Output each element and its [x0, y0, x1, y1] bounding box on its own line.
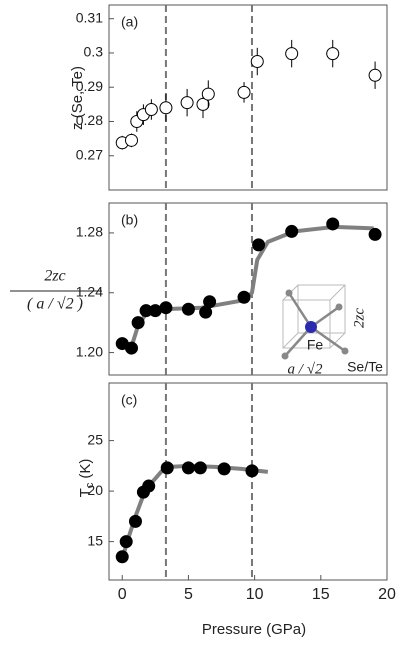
data-point	[159, 101, 173, 115]
data-point	[181, 302, 195, 316]
data-point	[250, 55, 264, 69]
data-point	[181, 461, 195, 475]
y-tick-label: 25	[87, 431, 103, 447]
data-point	[245, 464, 259, 478]
y-title-main: T	[77, 488, 94, 497]
data-point	[237, 85, 251, 99]
data-point	[125, 341, 139, 355]
inset-atoms	[281, 289, 349, 360]
data-point	[128, 514, 142, 528]
inset-height-label: 2zc	[351, 308, 367, 328]
x-tick-label: 5	[184, 586, 193, 603]
panel-label: (a)	[121, 14, 138, 30]
y-tick-label: 0.27	[76, 146, 103, 162]
data-point	[196, 97, 210, 111]
data-point	[252, 238, 266, 252]
y-tick-label: 0.3	[84, 44, 104, 60]
data-point	[142, 479, 156, 493]
data-point	[160, 461, 174, 475]
data-point	[115, 550, 129, 564]
x-axis-title: Pressure (GPa)	[202, 621, 306, 638]
y-tick-label: 0.28	[76, 112, 103, 128]
data-point	[201, 87, 215, 101]
panel-label: (b)	[121, 212, 138, 228]
y-tick-label: 0.29	[76, 78, 103, 94]
x-tick-label: 0	[118, 586, 127, 603]
data-point	[217, 462, 231, 476]
fit-line	[121, 224, 374, 349]
y-axis-title: Tc (K)	[77, 459, 96, 498]
y-title-sub: c	[84, 482, 96, 488]
data-point	[326, 217, 340, 231]
y-tick-label: 15	[87, 532, 103, 548]
data-point	[285, 224, 299, 238]
fit-line	[120, 463, 269, 560]
data-point	[180, 96, 194, 110]
data-point	[368, 227, 382, 241]
x-tick-label: 10	[246, 586, 264, 603]
data-point	[237, 290, 251, 304]
data-point	[159, 301, 173, 315]
data-point	[326, 47, 340, 61]
plot-frame	[108, 382, 388, 581]
data-point	[148, 304, 162, 318]
y-tick-label: 1.28	[76, 224, 103, 240]
inset-atom-label: Fe	[307, 337, 324, 353]
data-point	[144, 102, 158, 116]
y-axis-title: z (Se, Te)	[69, 66, 86, 130]
y-tick-label: 20	[87, 482, 103, 498]
data-point	[193, 461, 207, 475]
y-axis-title-numerator: 2zc	[44, 268, 65, 285]
y-tick-label: 1.20	[76, 343, 103, 359]
inset-base-label: a / √2	[288, 361, 323, 377]
y-tick-label: 0.31	[76, 9, 103, 25]
y-axis-title-denominator: ( a / √2 )	[27, 296, 83, 313]
y-tick-label: 1.24	[76, 283, 103, 299]
data-point	[368, 68, 382, 82]
plot-frame	[108, 4, 388, 191]
y-title-unit: (K)	[77, 459, 94, 479]
data-point	[131, 316, 145, 330]
data-point	[285, 47, 299, 61]
data-point	[119, 535, 133, 549]
x-tick-label: 20	[378, 586, 396, 603]
inset-anion-label: Se/Te	[347, 359, 383, 375]
panel-label: (c)	[121, 392, 137, 408]
data-point	[125, 133, 139, 147]
data-point	[203, 295, 217, 309]
plot-frame	[108, 202, 388, 376]
x-tick-label: 15	[312, 586, 330, 603]
